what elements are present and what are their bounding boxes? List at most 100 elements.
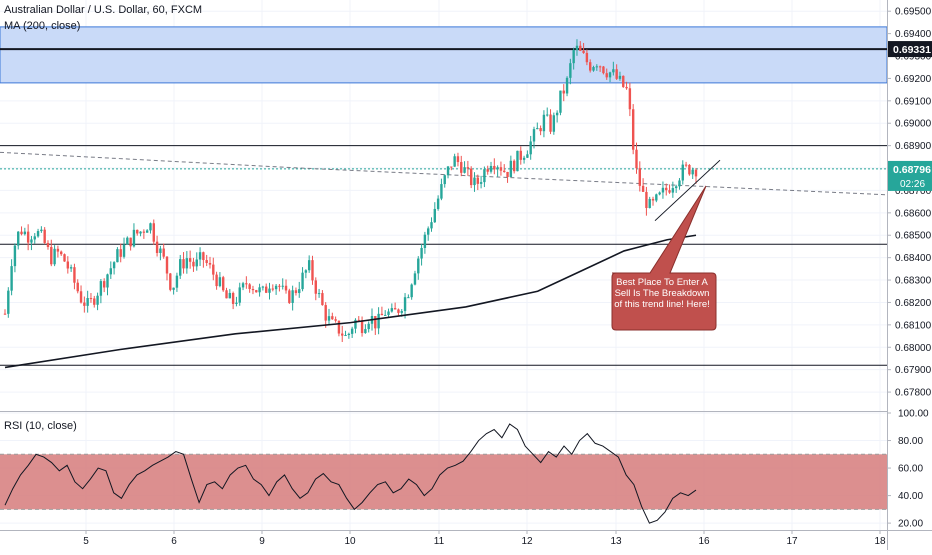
candle-body [350,328,354,334]
candle-body [66,261,70,269]
candle-body [311,260,314,281]
candle-body [218,277,222,287]
candle-body [205,260,208,263]
candle-body [364,329,367,334]
rsi-line [4,423,697,524]
candle-body [572,49,575,64]
current-price-badge [888,160,932,191]
candle-body [516,150,519,172]
candle-body [93,298,96,305]
time-tick-label: 12 [521,536,533,547]
candle-body [294,290,298,294]
candle-body [638,168,641,186]
candle-body [159,248,162,253]
price-tick-label: 0.69500 [895,7,932,18]
candle-body [466,167,470,169]
candle-body [426,228,430,235]
candle-body [36,231,40,237]
candle-body [512,160,516,172]
candle-body [417,258,420,274]
candle-body [202,252,205,261]
candle-body [17,231,20,246]
ma-line [4,234,697,369]
candle-body [446,166,450,176]
ma-indicator-label: MA (200, close) [4,20,81,32]
candle-body [258,287,261,293]
candle-body [529,141,532,155]
candle-body [182,259,185,269]
candle-body [76,282,79,292]
candle-body [589,62,592,71]
candle-body [142,231,146,233]
candle-body [598,66,602,68]
candle-body [89,298,93,300]
candle-body [26,231,30,243]
candle-body [79,291,83,303]
candle-body [10,266,13,291]
candle-body [139,231,142,234]
candle-body [122,244,126,257]
candle-body [602,66,605,74]
candle-body [40,229,43,232]
candle-body [63,254,66,262]
candle-body [192,261,195,267]
candle-body [450,166,453,168]
candle-body [112,262,116,269]
candle-body [337,320,341,334]
candle-body [546,114,549,116]
candle-body [665,187,668,191]
candle-body [674,186,678,189]
candle-body [595,66,599,68]
candle-body [463,167,466,173]
candle-body [43,229,46,243]
candle-body [469,168,473,186]
candle-body [499,167,503,171]
candle-body [314,280,317,294]
candle-body [496,167,499,170]
candle-body [83,302,86,306]
callout-text: Best Place To Enter A Sell Is The Breakd… [614,277,710,310]
candle-body [648,198,651,209]
candle-body [635,149,638,169]
candle-body [668,190,671,193]
candle-body [605,73,608,78]
candle-body [479,182,483,184]
candle-body [136,229,139,234]
rsi-tick-label: 40.00 [898,491,923,502]
candle-body [536,128,539,130]
candle-body [377,313,380,329]
candle-body [555,112,559,116]
candle-body [569,63,572,78]
candle-body [453,156,456,167]
candle-body [440,184,443,199]
rsi-band [0,454,887,510]
candle-body [430,222,433,229]
price-tick-label: 0.68900 [895,141,932,152]
price-tick-label: 0.69100 [895,96,932,107]
candle-body [436,198,440,209]
price-tick-label: 0.68200 [895,298,932,309]
candle-body [102,281,106,288]
candle-body [615,69,618,79]
candle-body [13,245,17,267]
candle-body [443,175,446,185]
candle-body [678,180,681,187]
candle-body [73,267,76,283]
candle-body [549,114,552,132]
candle-body [658,192,661,195]
price-axis-bg [887,0,932,550]
rsi-tick-label: 20.00 [898,519,923,530]
candle-body [542,114,546,132]
candle-body [145,230,149,233]
candle-body [235,302,238,304]
dashed-trendline [0,151,891,196]
candle-body [552,115,556,132]
candle-body [565,77,569,94]
candle-body [433,208,437,223]
candle-body [420,247,423,259]
candle-body [575,45,579,50]
price-tick-label: 0.69000 [895,119,932,130]
time-tick-label: 17 [786,536,798,547]
